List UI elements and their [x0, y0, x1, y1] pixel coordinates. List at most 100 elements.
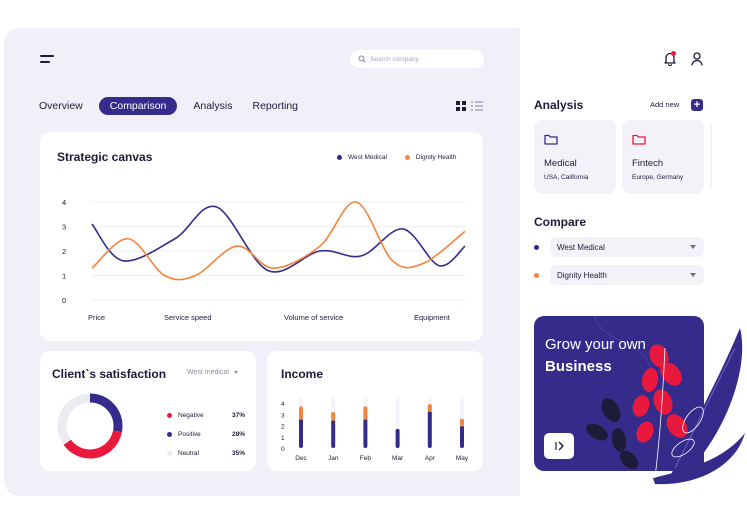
x-tick-label: Jan: [328, 455, 339, 462]
dashboard-app: Overview Comparison Analysis Reporting S…: [4, 28, 712, 496]
add-new-button[interactable]: +: [691, 99, 703, 111]
strategic-canvas-card: Strategic canvas West Medical Dignity He…: [40, 132, 483, 341]
income-card: Income 0 1 2 3 4 Dec Jan Feb Mar Apr May: [267, 351, 483, 471]
compare-row-dignity-health: Dignity Health: [534, 265, 704, 285]
income-bar: [331, 419, 336, 448]
legend-label: Neutral: [178, 450, 199, 457]
client-satisfaction-title: Client`s satisfaction: [52, 367, 167, 381]
legend-west-medical: West Medical: [337, 154, 387, 161]
x-tick-label: Dec: [295, 455, 307, 462]
analysis-card-partial[interactable]: [710, 120, 712, 194]
user-icon[interactable]: [691, 52, 703, 71]
add-new-link[interactable]: Add new: [650, 100, 680, 109]
strategic-line-chart: 0 1 2 3 4 Price Service speed Volume of service…: [62, 198, 466, 322]
legend-label: Positive: [178, 431, 201, 438]
promo-banner: Grow your own Business: [534, 316, 704, 471]
x-tick-label: Volume of service: [284, 313, 343, 322]
legend-row-neutral: Neutral 35%: [167, 444, 245, 463]
donut-slice: [57, 393, 123, 459]
right-panel: Analysis Add new + Medical USA, Californ…: [520, 28, 712, 496]
income-bar-top: [427, 404, 432, 412]
analysis-card-medical[interactable]: Medical USA, California: [534, 120, 616, 194]
search-icon: [358, 55, 366, 63]
income-bar: [460, 425, 464, 448]
legend-label: West Medical: [348, 154, 387, 161]
promo-title: Grow your own: [545, 336, 646, 353]
x-tick-label: Price: [88, 313, 105, 322]
legend-value: 28%: [231, 431, 245, 438]
list-view-icon[interactable]: [471, 101, 483, 111]
y-tick-label: 2: [62, 247, 66, 256]
tab-overview[interactable]: Overview: [39, 100, 83, 112]
analysis-title: Analysis: [534, 98, 584, 112]
satisfaction-donut-chart: [57, 393, 123, 459]
x-tick-label: Service speed: [164, 313, 212, 322]
compare-select-label: West Medical: [557, 242, 605, 252]
income-bar-top: [299, 406, 303, 420]
x-tick-label: May: [456, 455, 469, 462]
y-tick-label: 0: [281, 446, 285, 453]
y-tick-label: 4: [281, 401, 285, 408]
y-tick-label: 3: [281, 412, 285, 419]
promo-next-button[interactable]: [544, 433, 574, 459]
legend-label: Dignity Health: [415, 154, 457, 161]
donut-slice: [57, 393, 123, 459]
y-tick-label: 1: [281, 435, 285, 442]
legend-dignity-health: Dignity Health: [404, 154, 457, 161]
search-bar[interactable]: [350, 50, 484, 68]
y-tick-label: 2: [281, 424, 285, 431]
legend-value: 37%: [231, 412, 245, 419]
income-bar: [395, 428, 400, 448]
negative-dot-icon: [167, 413, 172, 418]
tab-bar: Overview Comparison Analysis Reporting: [39, 97, 308, 115]
series-line: [91, 201, 466, 281]
positive-dot-icon: [167, 432, 172, 437]
legend-dot-icon: [404, 155, 410, 160]
series-line: [91, 205, 466, 273]
legend-value: 35%: [231, 450, 245, 457]
compare-select-dignity-health[interactable]: Dignity Health: [550, 265, 704, 285]
tab-analysis[interactable]: Analysis: [193, 100, 233, 112]
satisfaction-filter-dropdown[interactable]: West medical: [187, 369, 238, 376]
menu-icon[interactable]: [40, 55, 58, 67]
income-bar-top: [331, 412, 336, 421]
x-tick-label: Feb: [360, 455, 372, 462]
card-name: Fintech: [632, 158, 664, 169]
strategic-canvas-title: Strategic canvas: [57, 150, 153, 164]
strategic-legend: West Medical Dignity Health: [337, 154, 456, 161]
legend-label: Negative: [178, 412, 204, 419]
y-tick-label: 0: [62, 296, 66, 305]
y-tick-label: 3: [62, 223, 66, 232]
bell-icon[interactable]: [663, 51, 677, 71]
income-bar-chart: 0 1 2 3 4 Dec Jan Feb Mar Apr May: [281, 397, 469, 462]
card-location: Europe, Germany: [632, 174, 684, 181]
analysis-card-fintech[interactable]: Fintech Europe, Germany: [622, 120, 704, 194]
compare-row-west-medical: West Medical: [534, 237, 704, 257]
main-area: Overview Comparison Analysis Reporting S…: [4, 28, 520, 496]
search-input[interactable]: [370, 55, 470, 63]
folder-icon: [632, 134, 646, 145]
legend-row-negative: Negative 37%: [167, 406, 245, 425]
compare-select-west-medical[interactable]: West Medical: [550, 237, 704, 257]
caret-down-icon: [690, 245, 696, 249]
caret-down-icon: [233, 370, 238, 374]
x-tick-label: Equipment: [414, 313, 451, 322]
x-tick-label: Apr: [425, 455, 436, 462]
legend-dot-icon: [337, 155, 342, 160]
satisfaction-legend: Negative 37% Positive 28% Neutral 35%: [167, 406, 245, 463]
income-bar: [299, 418, 303, 448]
legend-row-positive: Positive 28%: [167, 425, 245, 444]
card-name: Medical: [544, 158, 577, 169]
client-satisfaction-card: Client`s satisfaction West medical Negat…: [40, 351, 256, 471]
grid-view-icon[interactable]: [456, 101, 466, 111]
income-bar-top: [363, 406, 368, 420]
card-location: USA, California: [544, 174, 589, 181]
income-bar-top: [460, 418, 464, 427]
tab-reporting[interactable]: Reporting: [252, 100, 299, 112]
compare-dot-icon: [534, 244, 539, 250]
income-bar: [363, 418, 368, 448]
income-bar: [427, 410, 432, 448]
promo-title-bold: Business: [545, 358, 612, 375]
tab-comparison[interactable]: Comparison: [98, 97, 178, 115]
compare-select-label: Dignity Health: [557, 270, 607, 280]
